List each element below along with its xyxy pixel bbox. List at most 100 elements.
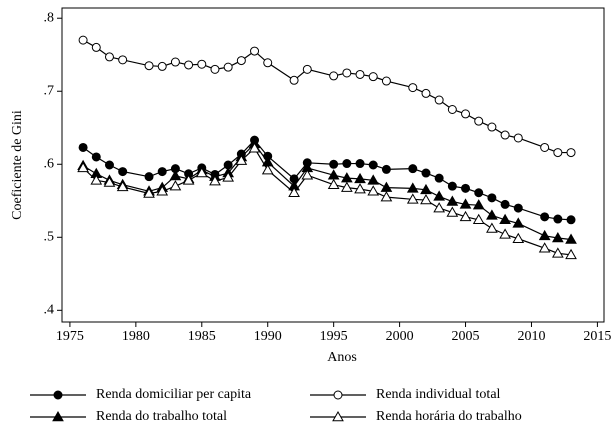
data-point [408,164,418,174]
data-point [472,213,485,225]
data-point [157,167,167,177]
data-point [381,164,391,174]
data-point [236,56,246,66]
data-point [474,116,484,126]
data-point [78,35,88,45]
data-point [250,46,260,56]
data-point [566,215,576,225]
data-point [434,173,444,183]
data-point [327,178,340,189]
data-point [354,172,366,184]
x-axis-title: Anos [327,350,357,365]
data-point [169,180,182,191]
data-point [551,247,564,258]
data-point [487,122,497,132]
data-point [380,181,393,192]
data-point [500,130,510,140]
data-point [104,52,114,62]
legend-marker [53,390,63,400]
data-point [433,190,446,201]
data-point [289,75,299,85]
data-point [566,148,576,158]
data-point [197,59,207,69]
data-point [91,42,101,52]
data-point [513,133,523,143]
data-point [406,182,419,193]
legend-marker [52,410,64,422]
data-point [512,217,525,228]
data-point [116,180,129,192]
data-point [118,55,128,65]
data-point [420,183,432,195]
data-point [195,167,208,178]
series-line [82,139,572,221]
x-tick-label: 1975 [56,329,84,344]
data-point [156,185,169,196]
data-point [288,186,300,197]
x-tick-label: 2010 [517,329,545,344]
data-point [91,152,101,162]
data-point [406,193,419,204]
data-point [553,148,563,158]
x-tick-label: 2000 [386,329,414,344]
data-point [302,64,312,74]
legend-marker [333,390,343,400]
x-tick-label: 1980 [122,329,150,344]
data-point [342,159,352,169]
y-tick-label: .4 [44,303,55,318]
data-point [553,214,563,224]
x-tick-label: 1985 [188,329,216,344]
data-point [447,105,457,115]
data-point [77,161,89,173]
y-tick-label: .5 [44,230,55,245]
data-point [104,160,114,170]
data-point [210,64,220,74]
data-point [447,181,457,191]
data-point [223,62,233,72]
data-point [499,213,511,225]
data-point [486,222,498,233]
data-point [486,209,498,220]
data-point [118,167,128,177]
data-point [301,169,314,180]
data-point [513,203,523,213]
legend-marker [332,410,344,422]
data-point [538,229,551,241]
data-point [421,168,431,178]
y-tick-label: .7 [44,83,55,98]
data-point [461,183,471,193]
data-point [433,202,446,213]
data-point [380,191,393,202]
data-point [421,88,431,98]
data-point [329,71,339,81]
legend-label: Renda individual total [376,387,501,402]
data-point [367,174,380,185]
data-point [184,60,194,70]
data-point [144,61,154,71]
data-point [461,109,471,119]
data-point [459,210,472,222]
y-tick-label: .8 [44,10,55,25]
x-tick-label: 1990 [254,329,282,344]
data-point [446,195,459,206]
data-point [261,164,274,175]
data-point [367,185,380,196]
data-point [235,154,248,165]
data-point [551,232,564,243]
x-tick-label: 2015 [583,329,611,344]
data-point [340,181,353,192]
data-point [538,242,551,253]
data-point [355,159,365,169]
data-point [487,193,497,203]
data-point [248,142,261,153]
data-point [500,199,510,209]
data-point [381,76,391,86]
data-point [169,169,182,181]
x-tick-label: 2005 [452,329,480,344]
data-point [420,194,432,205]
data-point [434,95,444,105]
data-point [157,61,167,71]
data-point [565,233,577,244]
data-point [103,176,116,187]
